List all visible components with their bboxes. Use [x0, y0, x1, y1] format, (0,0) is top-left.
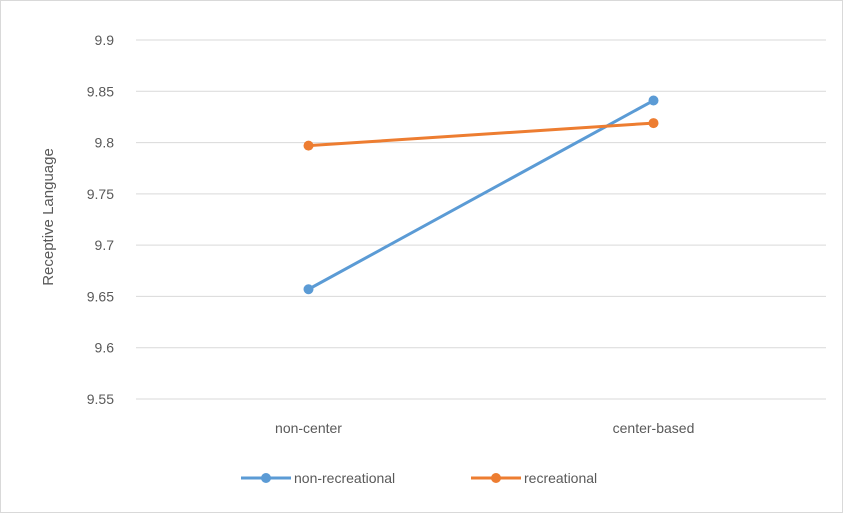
- y-tick-label: 9.9: [95, 32, 115, 48]
- legend-label: non-recreational: [294, 470, 395, 486]
- data-point: [648, 118, 659, 129]
- y-tick-label: 9.7: [95, 237, 115, 253]
- legend-swatch-marker: [261, 473, 271, 483]
- series-line: [307, 99, 655, 291]
- y-tick-label: 9.6: [95, 340, 115, 356]
- series-recreational: [303, 118, 659, 151]
- y-tick-label: 9.85: [87, 83, 114, 99]
- data-point: [648, 95, 659, 106]
- gridlines: [136, 39, 826, 400]
- data-point: [303, 284, 314, 295]
- x-tick-label: non-center: [275, 420, 342, 436]
- series-non-recreational: [303, 95, 659, 295]
- legend-label: recreational: [524, 470, 597, 486]
- x-tick-label: center-based: [613, 420, 695, 436]
- data-point: [303, 140, 314, 151]
- series-lines: [303, 95, 659, 295]
- y-tick-label: 9.55: [87, 391, 114, 407]
- x-axis-tick-labels: non-center center-based: [275, 420, 694, 436]
- series-line: [307, 121, 655, 148]
- y-tick-label: 9.75: [87, 186, 114, 202]
- y-tick-label: 9.65: [87, 288, 114, 304]
- legend-swatch-marker: [491, 473, 501, 483]
- y-axis-title: Receptive Language: [40, 148, 57, 286]
- legend-item: recreational: [471, 470, 597, 486]
- legend-item: non-recreational: [241, 470, 395, 486]
- legend: non-recreational recreational: [241, 470, 597, 486]
- y-tick-label: 9.8: [95, 135, 115, 151]
- y-axis-tick-labels: 9.55 9.6 9.65 9.7 9.75 9.8 9.85 9.9: [87, 32, 114, 407]
